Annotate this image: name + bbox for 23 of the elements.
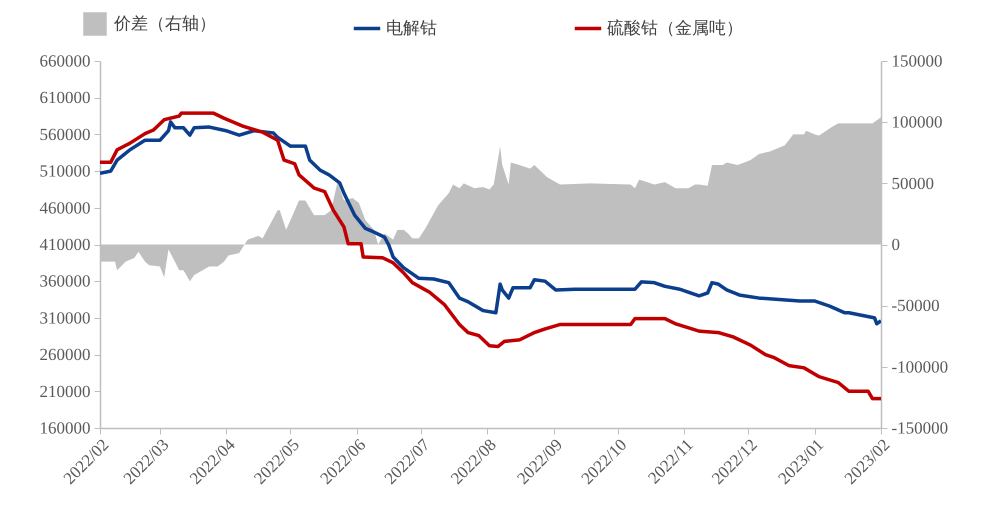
y-tick-label: 460000: [40, 198, 90, 218]
y-tick-label: 560000: [40, 124, 90, 144]
legend-label: 电解钴: [386, 18, 437, 38]
y-tick-label: 210000: [40, 382, 90, 401]
line-series: [100, 120, 881, 326]
y2-tick-label: -100000: [892, 357, 948, 376]
y-tick-label: 310000: [40, 308, 90, 328]
legend-label: 价差（右轴）: [113, 14, 216, 34]
y-tick-label: 660000: [40, 52, 90, 70]
y-tick-label: 360000: [40, 272, 90, 291]
y2-tick-label: -150000: [892, 418, 948, 438]
y2-tick-label: 150000: [892, 52, 942, 70]
legend-label: 硫酸钴（金属吨）: [607, 18, 743, 38]
y-tick-label: 160000: [40, 418, 90, 438]
y-tick-label: 510000: [40, 162, 90, 181]
y2-tick-label: 50000: [892, 174, 934, 193]
line-series: [100, 111, 881, 400]
y-tick-label: 410000: [40, 235, 90, 254]
y2-tick-label: 100000: [892, 112, 942, 132]
y-tick-label: 260000: [40, 345, 90, 364]
y2-tick-label: -50000: [892, 296, 940, 316]
y-tick-label: 610000: [40, 88, 90, 108]
y2-tick-label: 0: [892, 235, 900, 254]
